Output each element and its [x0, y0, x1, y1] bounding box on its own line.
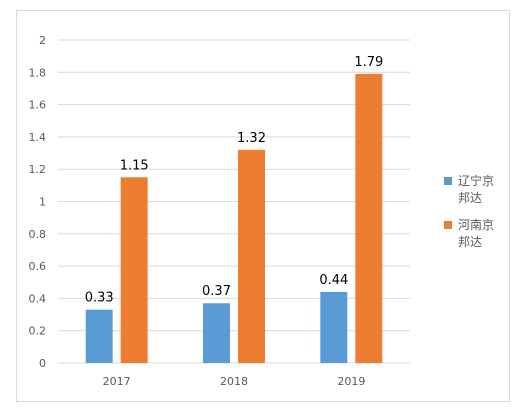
bar	[355, 73, 383, 363]
x-tick-label: 2018	[220, 375, 248, 388]
y-tick-label: 0.6	[29, 260, 47, 273]
bar	[85, 309, 113, 363]
gridlines	[58, 39, 410, 364]
legend-swatch	[444, 177, 452, 185]
y-tick-label: 0.4	[29, 292, 47, 305]
x-axis-ticks: 2017 2018 2019	[103, 375, 366, 388]
legend-swatch	[444, 221, 452, 229]
data-label: 1.15	[120, 158, 149, 173]
bar	[320, 291, 348, 363]
data-label: 0.44	[319, 273, 348, 288]
bar	[238, 149, 265, 363]
bar	[203, 303, 230, 363]
y-tick-label: 1	[39, 196, 46, 209]
y-axis-ticks: 0 0.2 0.4 0.6 0.8 1 1.2 1.4 1.6 1.8 2	[29, 34, 47, 370]
legend-label: 河南京邦达	[458, 217, 494, 249]
data-labels: 0.33 1.15 0.37 1.32 0.44 1.79	[85, 55, 384, 306]
y-tick-label: 1.4	[29, 131, 47, 144]
data-label: 1.79	[354, 55, 383, 70]
y-tick-label: 2	[39, 34, 46, 47]
y-tick-label: 1.8	[29, 66, 47, 79]
y-tick-label: 0	[39, 357, 46, 370]
bars	[85, 73, 383, 363]
data-label: 0.33	[85, 291, 114, 306]
x-tick-label: 2019	[337, 375, 365, 388]
y-tick-label: 1.2	[29, 163, 47, 176]
y-tick-label: 0.8	[29, 228, 47, 241]
y-tick-label: 0.2	[29, 325, 47, 338]
bar	[120, 177, 148, 363]
x-tick-label: 2017	[103, 375, 131, 388]
y-tick-label: 1.6	[29, 99, 47, 112]
data-label: 1.32	[237, 131, 266, 146]
legend-label: 辽宁京邦达	[458, 173, 494, 205]
data-label: 0.37	[202, 284, 231, 299]
